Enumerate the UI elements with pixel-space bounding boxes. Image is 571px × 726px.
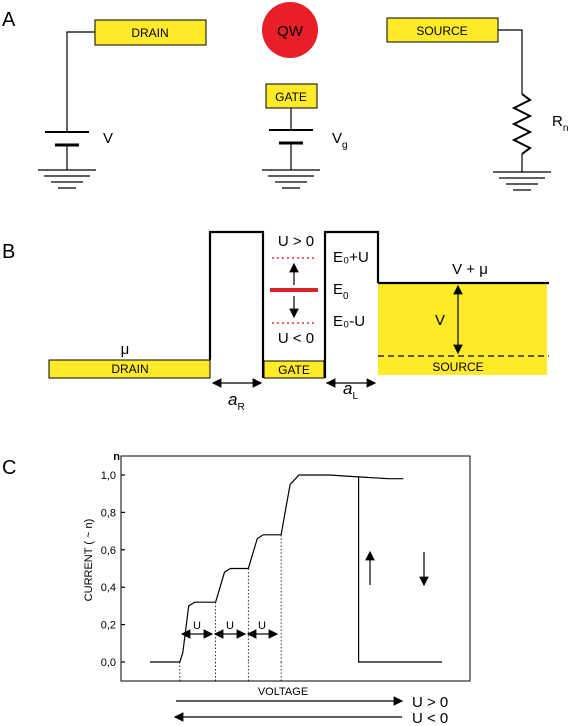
svg-text:U: U <box>193 620 201 632</box>
svg-text:U: U <box>226 620 234 632</box>
qw-label: QW <box>277 23 304 40</box>
panel-a-letter: A <box>2 9 16 31</box>
gate-electrode-label: GATE <box>278 363 310 377</box>
drain-wire <box>66 31 95 132</box>
chart-plot-area: 0,0 0,2 0,4 0,6 0,8 1,0 <box>101 470 442 681</box>
source-box-label: SOURCE <box>416 24 467 38</box>
source-electrode-label: SOURCE <box>432 360 483 374</box>
gate-box <box>265 83 318 109</box>
y-tick-label: 0,2 <box>101 620 116 632</box>
svg-text:U: U <box>258 620 266 632</box>
left-barrier <box>208 230 265 378</box>
mu-label: μ <box>121 341 130 358</box>
u-positive-label: U > 0 <box>278 233 314 250</box>
drain-electrode-label: DRAIN <box>111 362 148 376</box>
gate-box-label: GATE <box>275 90 307 104</box>
ground-symbol-drain <box>38 169 96 189</box>
al-label: aL <box>343 379 358 402</box>
quantum-well-circle <box>262 2 318 58</box>
source-wire <box>498 29 523 94</box>
ground-symbol-source <box>493 171 551 191</box>
panel-b-letter: B <box>2 241 15 263</box>
resistor-label: Rn <box>552 113 568 134</box>
right-barrier <box>323 230 380 378</box>
battery-vg-label: Vg <box>332 130 348 151</box>
drain-box <box>94 19 207 46</box>
y-tick-label: 0,0 <box>101 657 116 669</box>
step-width-markers: U U U <box>180 620 279 639</box>
n-axis-label: n <box>113 451 120 463</box>
ground-symbol-gate <box>262 169 320 189</box>
plot-frame <box>120 455 471 682</box>
current-curve-2 <box>358 476 442 663</box>
current-curve-1 <box>150 474 404 663</box>
e0-plus-u-label: E₀+U <box>333 249 369 266</box>
drain-box-label: DRAIN <box>131 26 168 40</box>
e0-minus-u-label: E₀-U <box>333 313 365 330</box>
y-tick-label: 1,0 <box>101 470 116 482</box>
sweep-backward-label: U < 0 <box>412 710 448 726</box>
source-electrode <box>378 283 547 375</box>
y-tick-label: 0,8 <box>101 507 116 519</box>
drain-electrode <box>48 359 211 379</box>
y-axis-title: CURRENT ( ~ n) <box>83 519 95 602</box>
ar-label: aR <box>228 390 245 413</box>
panel-c-letter: C <box>2 457 16 479</box>
e0-label: E0 <box>333 281 349 302</box>
u-negative-label: U < 0 <box>278 330 314 347</box>
y-tick-label: 0,4 <box>101 582 116 594</box>
resistor-rn <box>511 93 533 155</box>
battery-v-label: V <box>103 130 113 147</box>
x-axis-title: VOLTAGE <box>258 686 308 698</box>
sweep-forward-label: U > 0 <box>412 694 448 711</box>
v-plus-mu-label: V + μ <box>452 261 488 278</box>
y-tick-label: 0,6 <box>101 545 116 557</box>
bias-v-label: V <box>435 312 445 329</box>
